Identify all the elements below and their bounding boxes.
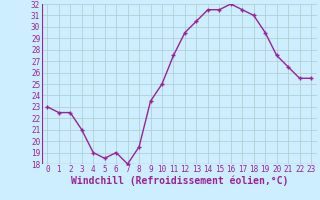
X-axis label: Windchill (Refroidissement éolien,°C): Windchill (Refroidissement éolien,°C) [70, 176, 288, 186]
